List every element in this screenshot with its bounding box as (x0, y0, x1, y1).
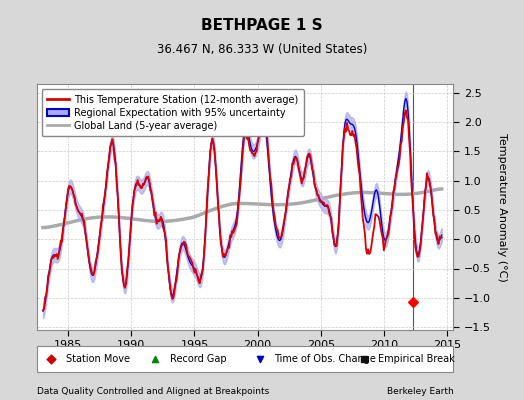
Text: Time of Obs. Change: Time of Obs. Change (274, 354, 376, 364)
Point (47, 356, 56, 362)
Point (151, 356, 160, 362)
Text: Empirical Break: Empirical Break (378, 354, 455, 364)
FancyBboxPatch shape (37, 346, 453, 372)
Text: Data Quality Controlled and Aligned at Breakpoints: Data Quality Controlled and Aligned at B… (37, 387, 269, 396)
Legend: This Temperature Station (12-month average), Regional Expectation with 95% uncer: This Temperature Station (12-month avera… (41, 89, 304, 136)
Point (359, 356, 368, 362)
Y-axis label: Temperature Anomaly (°C): Temperature Anomaly (°C) (497, 133, 507, 281)
Point (409, 299, 417, 306)
Text: BETHPAGE 1 S: BETHPAGE 1 S (201, 18, 323, 34)
Text: Berkeley Earth: Berkeley Earth (387, 387, 453, 396)
Point (255, 356, 264, 362)
Text: Station Move: Station Move (66, 354, 130, 364)
Text: Record Gap: Record Gap (170, 354, 226, 364)
Text: 36.467 N, 86.333 W (United States): 36.467 N, 86.333 W (United States) (157, 44, 367, 56)
